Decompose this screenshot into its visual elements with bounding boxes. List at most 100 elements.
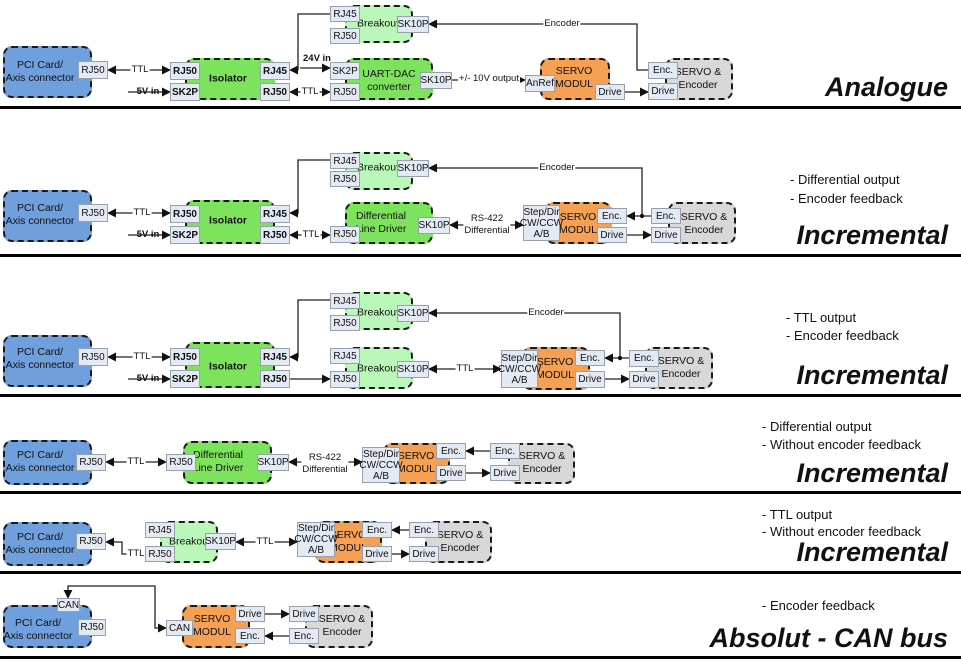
block-label: PCI Card/ Axis connector [5,449,75,474]
block-label: PCI Card/ Axis connector [5,531,75,556]
port-anref: AnRef [525,75,555,92]
block-label: SERVO MODUL [397,450,435,475]
link-label-encoder: Encoder [543,18,581,30]
port-enc: Enc. [648,62,678,79]
connector-line [428,163,643,216]
port-rj50: RJ50 [330,83,360,101]
block-label: Breakout [168,535,212,548]
port-rj50: RJ50 [78,204,108,222]
port-rj45: RJ45 [330,293,360,309]
connector-line [428,308,621,358]
port-drive: Drive [362,546,392,562]
junction-dot [617,355,623,361]
section-title: Incremental [796,220,948,250]
port-sk10p: SK10P [397,361,429,378]
block-label: SERVO MODUL [559,211,597,236]
port-can: CAN [57,598,80,612]
block-label: SERVO & Encoder [518,450,566,475]
section-title: Absolut - CAN bus [709,623,948,653]
block-label: Differential Line Driver [192,449,244,474]
port-sk10p: SK10P [397,160,429,177]
port-rj45: RJ45 [330,348,360,364]
block-label: SERVO & Encoder [674,66,722,91]
port-rj45: RJ45 [260,348,290,366]
block-label: Isolator [209,72,247,85]
port-drive: Drive [629,371,659,388]
port-rj50: RJ50 [78,348,108,366]
link-label-ttl: TTL [255,536,275,548]
block-label: Isolator [209,214,247,227]
block-label: Breakout [356,362,400,375]
port-drive: Drive [575,371,605,388]
port-drive: Drive [595,84,625,100]
link-label-ttl: TTL [126,548,146,560]
port-sk10p: SK10P [205,533,236,550]
port-enc: Enc. [235,628,265,644]
port-rj50: RJ50 [76,533,106,550]
port-drive: Drive [597,227,627,243]
link-label-ttl: TTL [130,64,150,76]
port-rj50: RJ50 [260,83,290,101]
port-drive: Drive [289,606,319,622]
port-enc: Enc. [575,350,605,366]
link-label-ttl: TTL [126,456,146,468]
port-rj50: RJ50 [145,546,175,562]
connector-line [289,299,330,362]
block-label: Differential Line Driver [355,210,407,235]
link-label-rs-422-differential: RS-422 Differential [301,452,349,476]
link-label-rs-422-differential: RS-422 Differential [463,213,511,237]
port-sk10p: SK10P [397,16,429,33]
port-drive: Drive [648,83,678,100]
block-label: UART-DAC converter [362,68,416,93]
block-label: Breakout [356,17,400,30]
section-note: - Without encoder feedback [762,524,921,539]
port-rj50: RJ50 [170,348,200,366]
block-label: PCI Card/ Axis connector [5,59,75,84]
port-drive: Drive [436,465,466,481]
port-sk10p: SK10P [397,305,429,322]
block-label: SERVO MODUL [329,529,367,554]
block-label: Isolator [209,360,247,373]
port-rj50: RJ50 [330,371,360,388]
port-rj50: RJ50 [330,315,360,331]
port-sk2p: SK2P [330,62,360,80]
link-label-10v-output: +/- 10V output [458,73,520,85]
link-label-5v-in: 5V in [136,86,160,97]
section-divider [0,394,961,397]
link-label-ttl: TTL [132,351,152,363]
block-pci-card-axis-connector [3,190,92,242]
port-enc: Enc. [409,522,439,538]
section-divider [0,106,961,109]
section-divider [0,656,961,659]
section-divider [0,571,961,574]
link-label-encoder: Encoder [527,307,565,319]
port-sk10p: SK10P [420,72,452,89]
port-sk2p: SK2P [170,226,200,244]
block-label: Breakout [356,306,400,319]
section-note: - Encoder feedback [786,328,899,343]
port-can: CAN [166,620,193,636]
link-label-5v-in: 5V in [136,373,160,384]
block-label: SERVO & Encoder [318,613,366,638]
port-drive: Drive [651,227,681,243]
link-label-24v-in: 24V in [303,53,331,64]
port-enc: Enc. [597,208,627,224]
section-note: - Encoder feedback [790,191,903,206]
port-enc: Enc. [436,443,466,459]
block-label: SERVO & Encoder [436,529,484,554]
junction-dot [639,213,645,219]
connector-line [428,19,648,71]
port-rj50: RJ50 [170,205,200,223]
port-rj50: RJ50 [260,370,290,388]
section-note: - Without encoder feedback [762,437,921,452]
port-rj50: RJ50 [330,28,360,44]
port-step-dir-cw-ccw-a-b: Step/Dir CW/CCW A/B [519,205,564,241]
port-rj45: RJ45 [145,522,175,538]
port-sk10p: SK10P [257,454,289,471]
port-enc: Enc. [629,350,659,367]
port-step-dir-cw-ccw-a-b: Step/Dir CW/CCW A/B [294,522,338,557]
port-enc: Enc. [651,208,681,224]
block-label: SERVO MODUL [555,65,593,90]
section-title: Analogue [824,72,948,102]
